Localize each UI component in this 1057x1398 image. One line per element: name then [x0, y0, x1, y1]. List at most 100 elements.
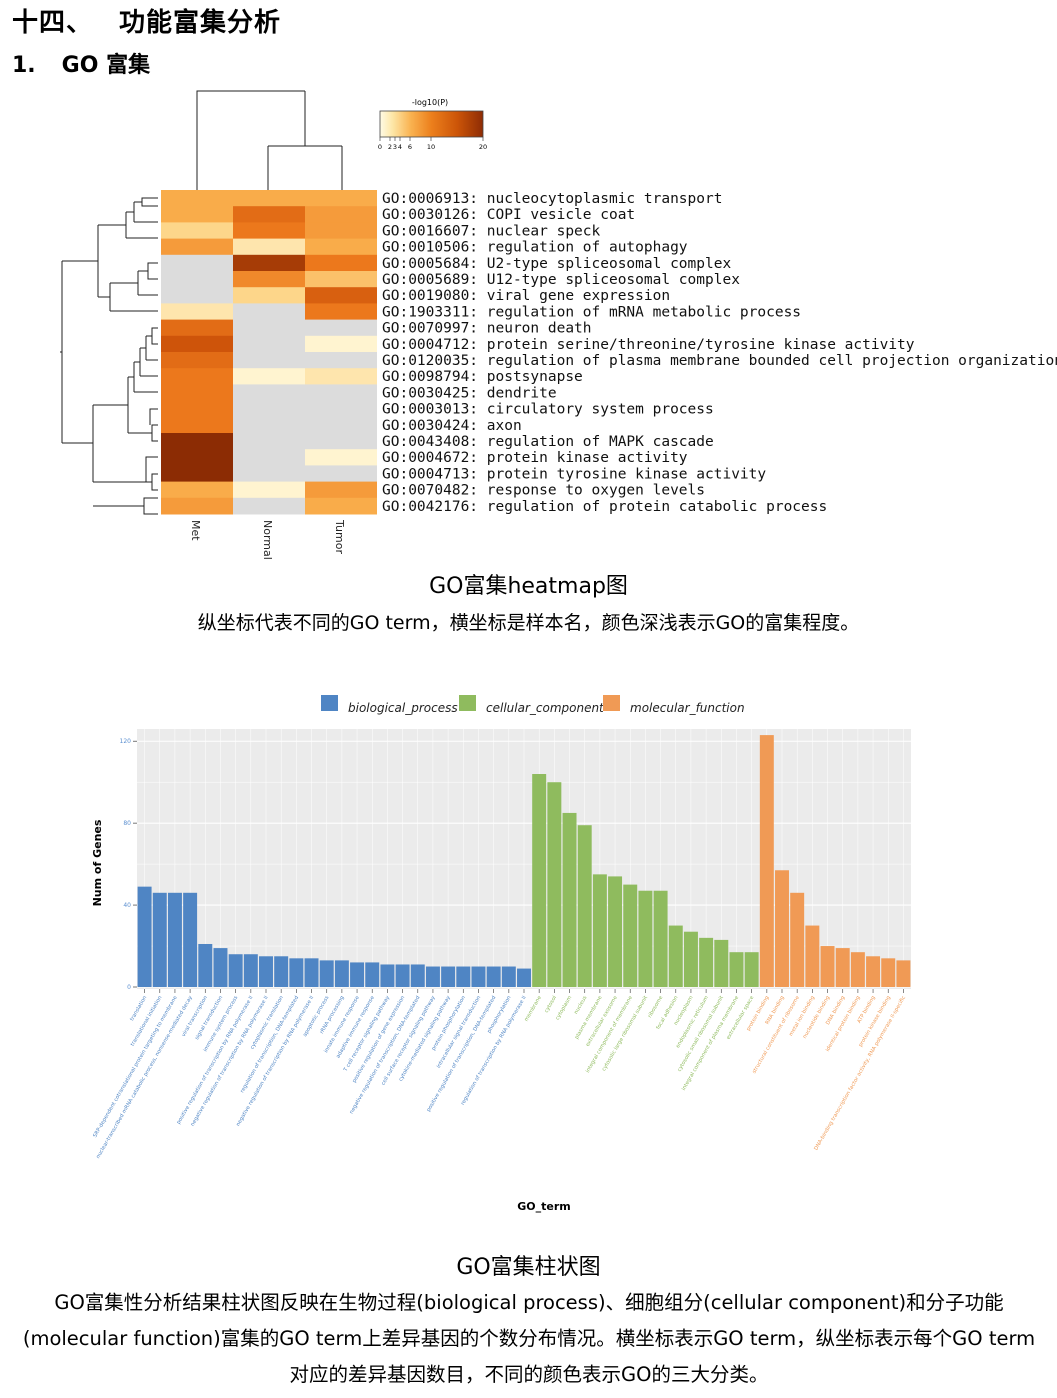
go-heatmap: -log10(P) 0 2 3 4 6 10 20 GO:0006913: nucleocy… [60, 90, 1057, 560]
bar-biological_process [441, 966, 456, 987]
heatmap-cell [161, 465, 233, 483]
bar-molecular_function [896, 960, 911, 987]
heatmap-cell [305, 206, 377, 223]
y-tick-label: 120 [120, 738, 132, 745]
bar-biological_process [304, 958, 319, 987]
legend-label-molecular_function: molecular_function [630, 701, 745, 715]
heatmap-cell [305, 400, 377, 418]
heatmap-term-label: GO:1903311: regulation of mRNA metabolic… [382, 304, 801, 320]
x-tick-label: nucleus [573, 995, 588, 1016]
heatmap-term-label: GO:0003013: circulatory system process [382, 402, 714, 418]
legend-swatch-cellular_component [459, 695, 476, 711]
dendrogram-branch [149, 408, 158, 425]
heatmap-cell [233, 238, 305, 256]
dendrogram-branch [151, 327, 158, 345]
go-bar-chart: biological_process cellular_component mole… [91, 695, 911, 1213]
heatmap-row-labels: GO:0006913: nucleocytoplasmic transportG… [382, 191, 1057, 515]
heatmap-sample-label: Normal [261, 520, 274, 560]
heatmap-description: 纵坐标代表不同的GO term，横坐标是样本名，颜色深浅表示GO的富集程度。 [197, 612, 860, 634]
heatmap-cell [161, 497, 233, 515]
x-tick-label: positive regulation of transcription by … [176, 995, 255, 1126]
heatmap-cell [305, 303, 377, 321]
bar-biological_process [152, 892, 167, 987]
bar-cellular_component [638, 890, 653, 987]
bar-biological_process [425, 966, 440, 987]
heatmap-column-labels: Met Normal Tumor [189, 519, 346, 560]
heatmap-cell [305, 368, 377, 385]
heatmap-term-label: GO:0042176: regulation of protein catabo… [382, 499, 827, 515]
y-tick-label: 0 [127, 984, 131, 991]
heatmap-color-legend: -log10(P) 0 2 3 4 6 10 20 [378, 98, 487, 151]
bar-cellular_component [668, 925, 683, 987]
heatmap-term-label: GO:0030126: COPI vesicle coat [382, 207, 635, 223]
bar-cellular_component [592, 874, 607, 987]
bar-biological_process [137, 886, 152, 987]
legend-tick-label: 3 [393, 143, 397, 151]
heatmap-sample-label: Met [189, 520, 202, 541]
heatmap-cell [161, 400, 233, 418]
dendrogram-branch [141, 197, 158, 207]
bar-biological_process [471, 966, 486, 987]
heatmap-term-label: GO:0120035: regulation of plasma membran… [382, 353, 1057, 369]
heatmap-cell [161, 254, 233, 272]
bar-molecular_function [805, 925, 820, 987]
bar-cellular_component [577, 825, 592, 987]
bar-biological_process [274, 956, 289, 987]
bar-biological_process [319, 960, 334, 987]
dendrogram-branch [151, 473, 158, 491]
bar-biological_process [395, 964, 410, 987]
bar-biological_process [228, 954, 243, 987]
legend-tick-label: 4 [398, 143, 402, 151]
heatmap-cell [305, 287, 377, 304]
heatmap-cell [233, 190, 305, 207]
legend-tick-label: 20 [479, 143, 487, 151]
heatmap-cell [233, 449, 305, 466]
heatmap-cells [161, 190, 377, 515]
bar-biological_process [167, 892, 182, 987]
bar-cellular_component [699, 937, 714, 987]
heatmap-term-label: GO:0098794: postsynapse [382, 369, 583, 385]
heatmap-cell [233, 303, 305, 321]
heatmap-cell [161, 335, 233, 353]
legend-tick-label: 2 [388, 143, 392, 151]
bar-molecular_function [866, 956, 881, 987]
bar-cellular_component [547, 782, 562, 987]
section-title: 功能富集分析 [119, 8, 282, 38]
heatmap-term-label: GO:0030424: axon [382, 418, 522, 434]
bar-cellular_component [729, 952, 744, 987]
heatmap-cell [305, 497, 377, 515]
heatmap-cell [233, 222, 305, 240]
dendrogram-branch [93, 497, 158, 515]
heatmap-cell [161, 319, 233, 337]
bar-biological_process [501, 966, 516, 987]
heatmap-term-label: GO:0019080: viral gene expression [382, 288, 670, 304]
heatmap-cell [233, 481, 305, 499]
dendrogram-branch [147, 262, 158, 280]
y-tick-label: 80 [123, 820, 131, 827]
legend-label-cellular_component: cellular_component [486, 701, 605, 715]
heatmap-cell [305, 352, 377, 369]
heatmap-term-label: GO:0010506: regulation of autophagy [382, 240, 688, 256]
bar-biological_process [243, 954, 258, 987]
y-axis-label: Num of Genes [91, 819, 104, 906]
heatmap-cell [233, 335, 305, 353]
bars [137, 735, 911, 987]
heatmap-cell [233, 368, 305, 385]
heatmap-cell [305, 238, 377, 256]
subsection-heading: 1. GO 富集 [12, 47, 150, 79]
bar-biological_process [183, 892, 198, 987]
section-number: 十四、 [12, 8, 94, 38]
bar-biological_process [259, 956, 273, 987]
x-tick-label: regulation of transcription, DNA-templat… [239, 995, 300, 1094]
heatmap-cell [161, 287, 233, 304]
x-tick-label: signal transduction [194, 995, 224, 1041]
heatmap-cell [233, 416, 305, 434]
bar-cellular_component [744, 952, 759, 987]
bar-chart-caption: GO富集柱状图 [456, 1255, 601, 1280]
heatmap-term-label: GO:0070482: response to oxygen levels [382, 483, 705, 499]
heatmap-cell [305, 465, 377, 483]
heatmap-cell [161, 238, 233, 256]
legend-tick-label: 0 [378, 143, 382, 151]
heatmap-cell [305, 254, 377, 272]
